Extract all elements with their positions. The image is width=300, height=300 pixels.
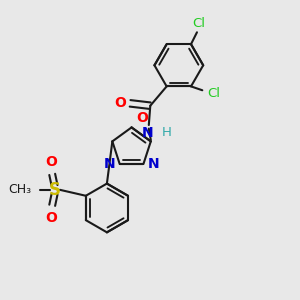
Text: H: H	[161, 126, 171, 139]
Text: Cl: Cl	[192, 17, 205, 30]
Text: Cl: Cl	[207, 87, 220, 100]
Text: O: O	[46, 211, 58, 225]
Text: O: O	[115, 96, 127, 110]
Text: N: N	[142, 126, 153, 140]
Text: N: N	[148, 157, 160, 171]
Text: S: S	[49, 181, 61, 199]
Text: N: N	[103, 157, 115, 171]
Text: O: O	[136, 111, 148, 125]
Text: CH₃: CH₃	[9, 183, 32, 196]
Text: O: O	[46, 155, 58, 169]
